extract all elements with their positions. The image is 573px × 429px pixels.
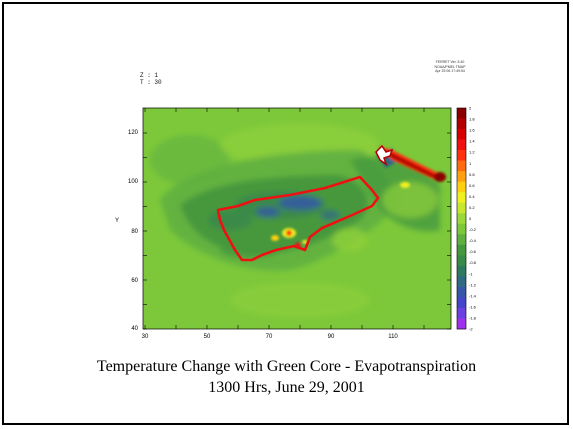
colorbar-label: -1.4 [469,293,477,298]
colorbar-swatch [457,297,466,309]
colorbar-label: -1 [469,271,473,276]
meta-line: FERRET Ver. 5.40 [435,60,465,64]
colorbar-label: 1.8 [469,117,475,122]
y-axis-label: Y [115,218,119,224]
z-label: Z : 1 [140,72,159,79]
colorbar-swatch [457,265,466,277]
colorbar-label: -2 [469,327,473,332]
y-tick-labels: 40 60 80 100 120 [128,130,139,332]
colorbar-swatch [457,202,466,214]
meta-line: Apr 25 06 17:49:54 [435,69,465,73]
x-tick-label: 30 [142,334,149,340]
map-field [143,108,451,329]
colorbar-swatch [457,223,466,235]
colorbar-swatch [457,150,466,161]
colorbar-swatch [457,139,466,151]
y-tick-label: 120 [128,130,139,136]
colorbar-swatch [457,118,466,130]
colorbar-label: 2 [469,106,472,111]
colorbar-swatch [457,244,466,256]
colorbar-label: -1.8 [469,315,477,320]
caption: Temperature Change with Green Core - Eva… [0,356,573,398]
colorbar-swatch [457,234,466,246]
z-t-label: Z : 1 T : 30 [140,72,162,86]
colorbar-label: -1.2 [469,282,477,287]
colorbar-swatch [457,129,466,140]
ferret-metadata: FERRET Ver. 5.40 NOAA/PMEL TMAP Apr 25 0… [426,60,474,74]
x-tick-label: 50 [204,334,211,340]
colorbar-swatch [457,192,466,204]
colorbar-label: 1.4 [469,139,475,144]
meta-line: NOAA/PMEL TMAP [434,64,466,69]
colorbar-label: -0.8 [469,260,477,265]
colorbar-swatch [457,307,466,319]
colorbar: 2 1.8 1.6 1.4 1.2 1 0.8 0.6 0.4 0.2 0 -0.2 -0.4 -0.6 -… [456,106,477,332]
colorbar-swatch [457,286,466,298]
colorbar-label: 1 [469,161,472,166]
colorbar-label: 0.2 [469,205,475,210]
x-tick-label: 70 [266,334,273,340]
colorbar-swatch [457,160,466,172]
colorbar-label: -0.2 [469,227,477,232]
colorbar-label: 0.6 [469,183,475,188]
colorbar-swatch [457,108,466,119]
caption-title: Temperature Change with Green Core - Eva… [96,358,477,375]
colorbar-label: -0.6 [469,249,477,254]
y-tick-label: 60 [131,278,138,284]
colorbar-frame [456,107,467,330]
colorbar-label: 0 [469,216,472,221]
x-tick-labels: 30 50 70 90 110 [142,334,399,340]
y-tick-label: 100 [128,179,139,185]
caption-subtitle: 1300 Hrs, June 29, 2001 [208,379,365,396]
colorbar-swatch [457,276,466,288]
y-tick-label: 40 [131,326,138,332]
colorbar-label: 0.4 [469,194,475,199]
colorbar-label: -0.4 [469,238,477,243]
t-label: T : 30 [140,79,162,86]
x-tick-label: 110 [388,334,398,340]
y-tick-label: 80 [131,229,138,235]
colorbar-label: 0.8 [469,172,475,177]
x-tick-label: 90 [328,334,335,340]
colorbar-label: -1.6 [469,304,477,309]
colorbar-label: 1.6 [469,128,475,133]
colorbar-swatch [457,181,466,193]
colorbar-swatch [457,213,466,225]
colorbar-swatch [457,255,466,267]
colorbar-swatch [457,171,466,182]
colorbar-swatch [457,318,466,330]
colorbar-label: 1.2 [469,150,475,155]
